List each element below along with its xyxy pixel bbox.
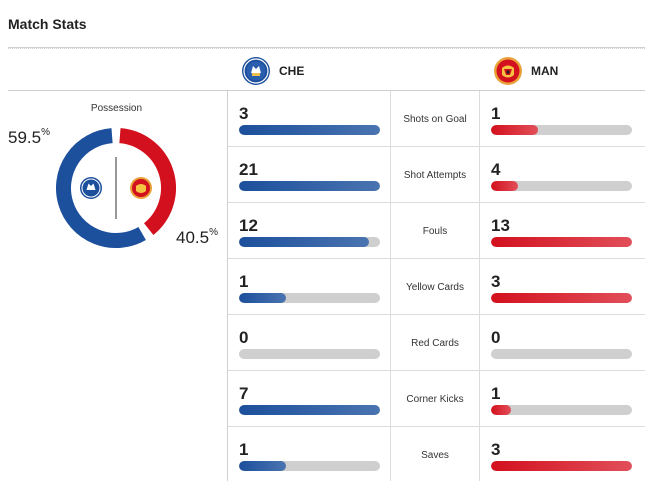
home-stat-bar-track — [239, 125, 380, 135]
away-stat-bar-fill — [491, 237, 632, 247]
away-stat-cell: 1 — [479, 91, 645, 147]
stat-label: Red Cards — [411, 337, 459, 349]
donut-home-segment — [56, 128, 146, 248]
away-possession-value: 40.5% — [176, 227, 218, 247]
home-stat-cell: 1 — [228, 259, 391, 315]
home-stat-cell: 7 — [228, 371, 391, 427]
stat-row: 3 Shots on Goal 1 — [228, 91, 645, 147]
away-stat-cell: 13 — [479, 203, 645, 259]
home-team-abbr: CHE — [279, 64, 305, 78]
away-stat-bar-fill — [491, 181, 518, 191]
home-stat-value: 1 — [239, 440, 249, 459]
home-stat-value: 21 — [239, 160, 258, 179]
stat-row: 0 Red Cards 0 — [228, 315, 645, 371]
stat-row: 12 Fouls 13 — [228, 203, 645, 259]
possession-panel: Possession 59.5% 40.5% — [0, 91, 228, 481]
donut-home-crest-icon — [78, 175, 104, 201]
home-stat-bar-track — [239, 237, 380, 247]
stat-row: 1 Yellow Cards 3 — [228, 259, 645, 315]
away-stat-bar-track — [491, 181, 632, 191]
home-stat-bar-fill — [239, 293, 286, 303]
possession-donut-chart — [56, 128, 176, 248]
away-stat-bar-track — [491, 125, 632, 135]
stat-label: Corner Kicks — [406, 393, 464, 405]
away-stat-value: 1 — [491, 384, 501, 403]
away-stat-bar-fill — [491, 125, 538, 135]
home-stat-cell: 21 — [228, 147, 391, 203]
man-utd-crest-icon — [493, 56, 523, 86]
home-stat-bar-fill — [239, 181, 380, 191]
away-stat-bar-track — [491, 293, 632, 303]
away-stat-value: 3 — [491, 272, 501, 291]
stat-label: Yellow Cards — [406, 281, 464, 293]
home-stat-value: 1 — [239, 272, 249, 291]
away-stat-bar-fill — [491, 405, 511, 415]
away-team-header: MAN — [493, 56, 558, 86]
away-stat-value: 1 — [491, 104, 501, 123]
stats-table: 3 Shots on Goal 1 21 Shot Attempts 4 12 Fouls 13… — [228, 91, 645, 481]
away-team-abbr: MAN — [531, 64, 559, 78]
home-stat-value: 7 — [239, 384, 249, 403]
page-title: Match Stats — [8, 16, 87, 32]
away-stat-bar-fill — [491, 293, 632, 303]
stat-row: 21 Shot Attempts 4 — [228, 147, 645, 203]
stat-label: Shots on Goal — [403, 113, 467, 125]
home-stat-bar-track — [239, 461, 380, 471]
away-stat-bar-track — [491, 461, 632, 471]
stat-row: 1 Saves 3 — [228, 427, 645, 481]
home-stat-bar-fill — [239, 405, 380, 415]
donut-away-segment — [119, 128, 176, 235]
away-stat-bar-track — [491, 349, 632, 359]
away-stat-value: 0 — [491, 328, 501, 347]
home-team-header: CHE — [241, 56, 304, 86]
away-stat-value: 3 — [491, 440, 501, 459]
home-stat-value: 3 — [239, 104, 249, 123]
away-stat-bar-track — [491, 237, 632, 247]
match-stats-header: Match Stats — [8, 0, 645, 48]
donut-away-crest-icon — [128, 175, 154, 201]
home-stat-bar-track — [239, 405, 380, 415]
home-stat-cell: 1 — [228, 427, 391, 481]
away-stat-value: 13 — [491, 216, 510, 235]
home-stat-value: 0 — [239, 328, 249, 347]
away-stat-cell: 0 — [479, 315, 645, 371]
home-stat-bar-track — [239, 181, 380, 191]
away-stat-value: 4 — [491, 160, 501, 179]
chelsea-crest-icon — [241, 56, 271, 86]
home-stat-value: 12 — [239, 216, 258, 235]
home-stat-cell: 3 — [228, 91, 391, 147]
stat-label: Saves — [421, 449, 449, 461]
home-stat-bar-track — [239, 349, 380, 359]
home-stat-bar-track — [239, 293, 380, 303]
home-stat-cell: 0 — [228, 315, 391, 371]
home-stat-bar-fill — [239, 125, 380, 135]
home-stat-bar-fill — [239, 237, 369, 247]
stat-row: 7 Corner Kicks 1 — [228, 371, 645, 427]
away-stat-cell: 1 — [479, 371, 645, 427]
away-stat-bar-track — [491, 405, 632, 415]
away-stat-cell: 3 — [479, 259, 645, 315]
stat-label: Shot Attempts — [403, 169, 467, 181]
away-stat-cell: 3 — [479, 427, 645, 481]
stat-label: Fouls — [422, 225, 448, 237]
home-stat-bar-fill — [239, 461, 286, 471]
home-possession-value: 59.5% — [8, 127, 50, 147]
home-stat-cell: 12 — [228, 203, 391, 259]
away-stat-bar-fill — [491, 461, 632, 471]
teams-header-row: CHE MAN — [8, 48, 645, 91]
possession-label: Possession — [90, 103, 143, 114]
away-stat-cell: 4 — [479, 147, 645, 203]
